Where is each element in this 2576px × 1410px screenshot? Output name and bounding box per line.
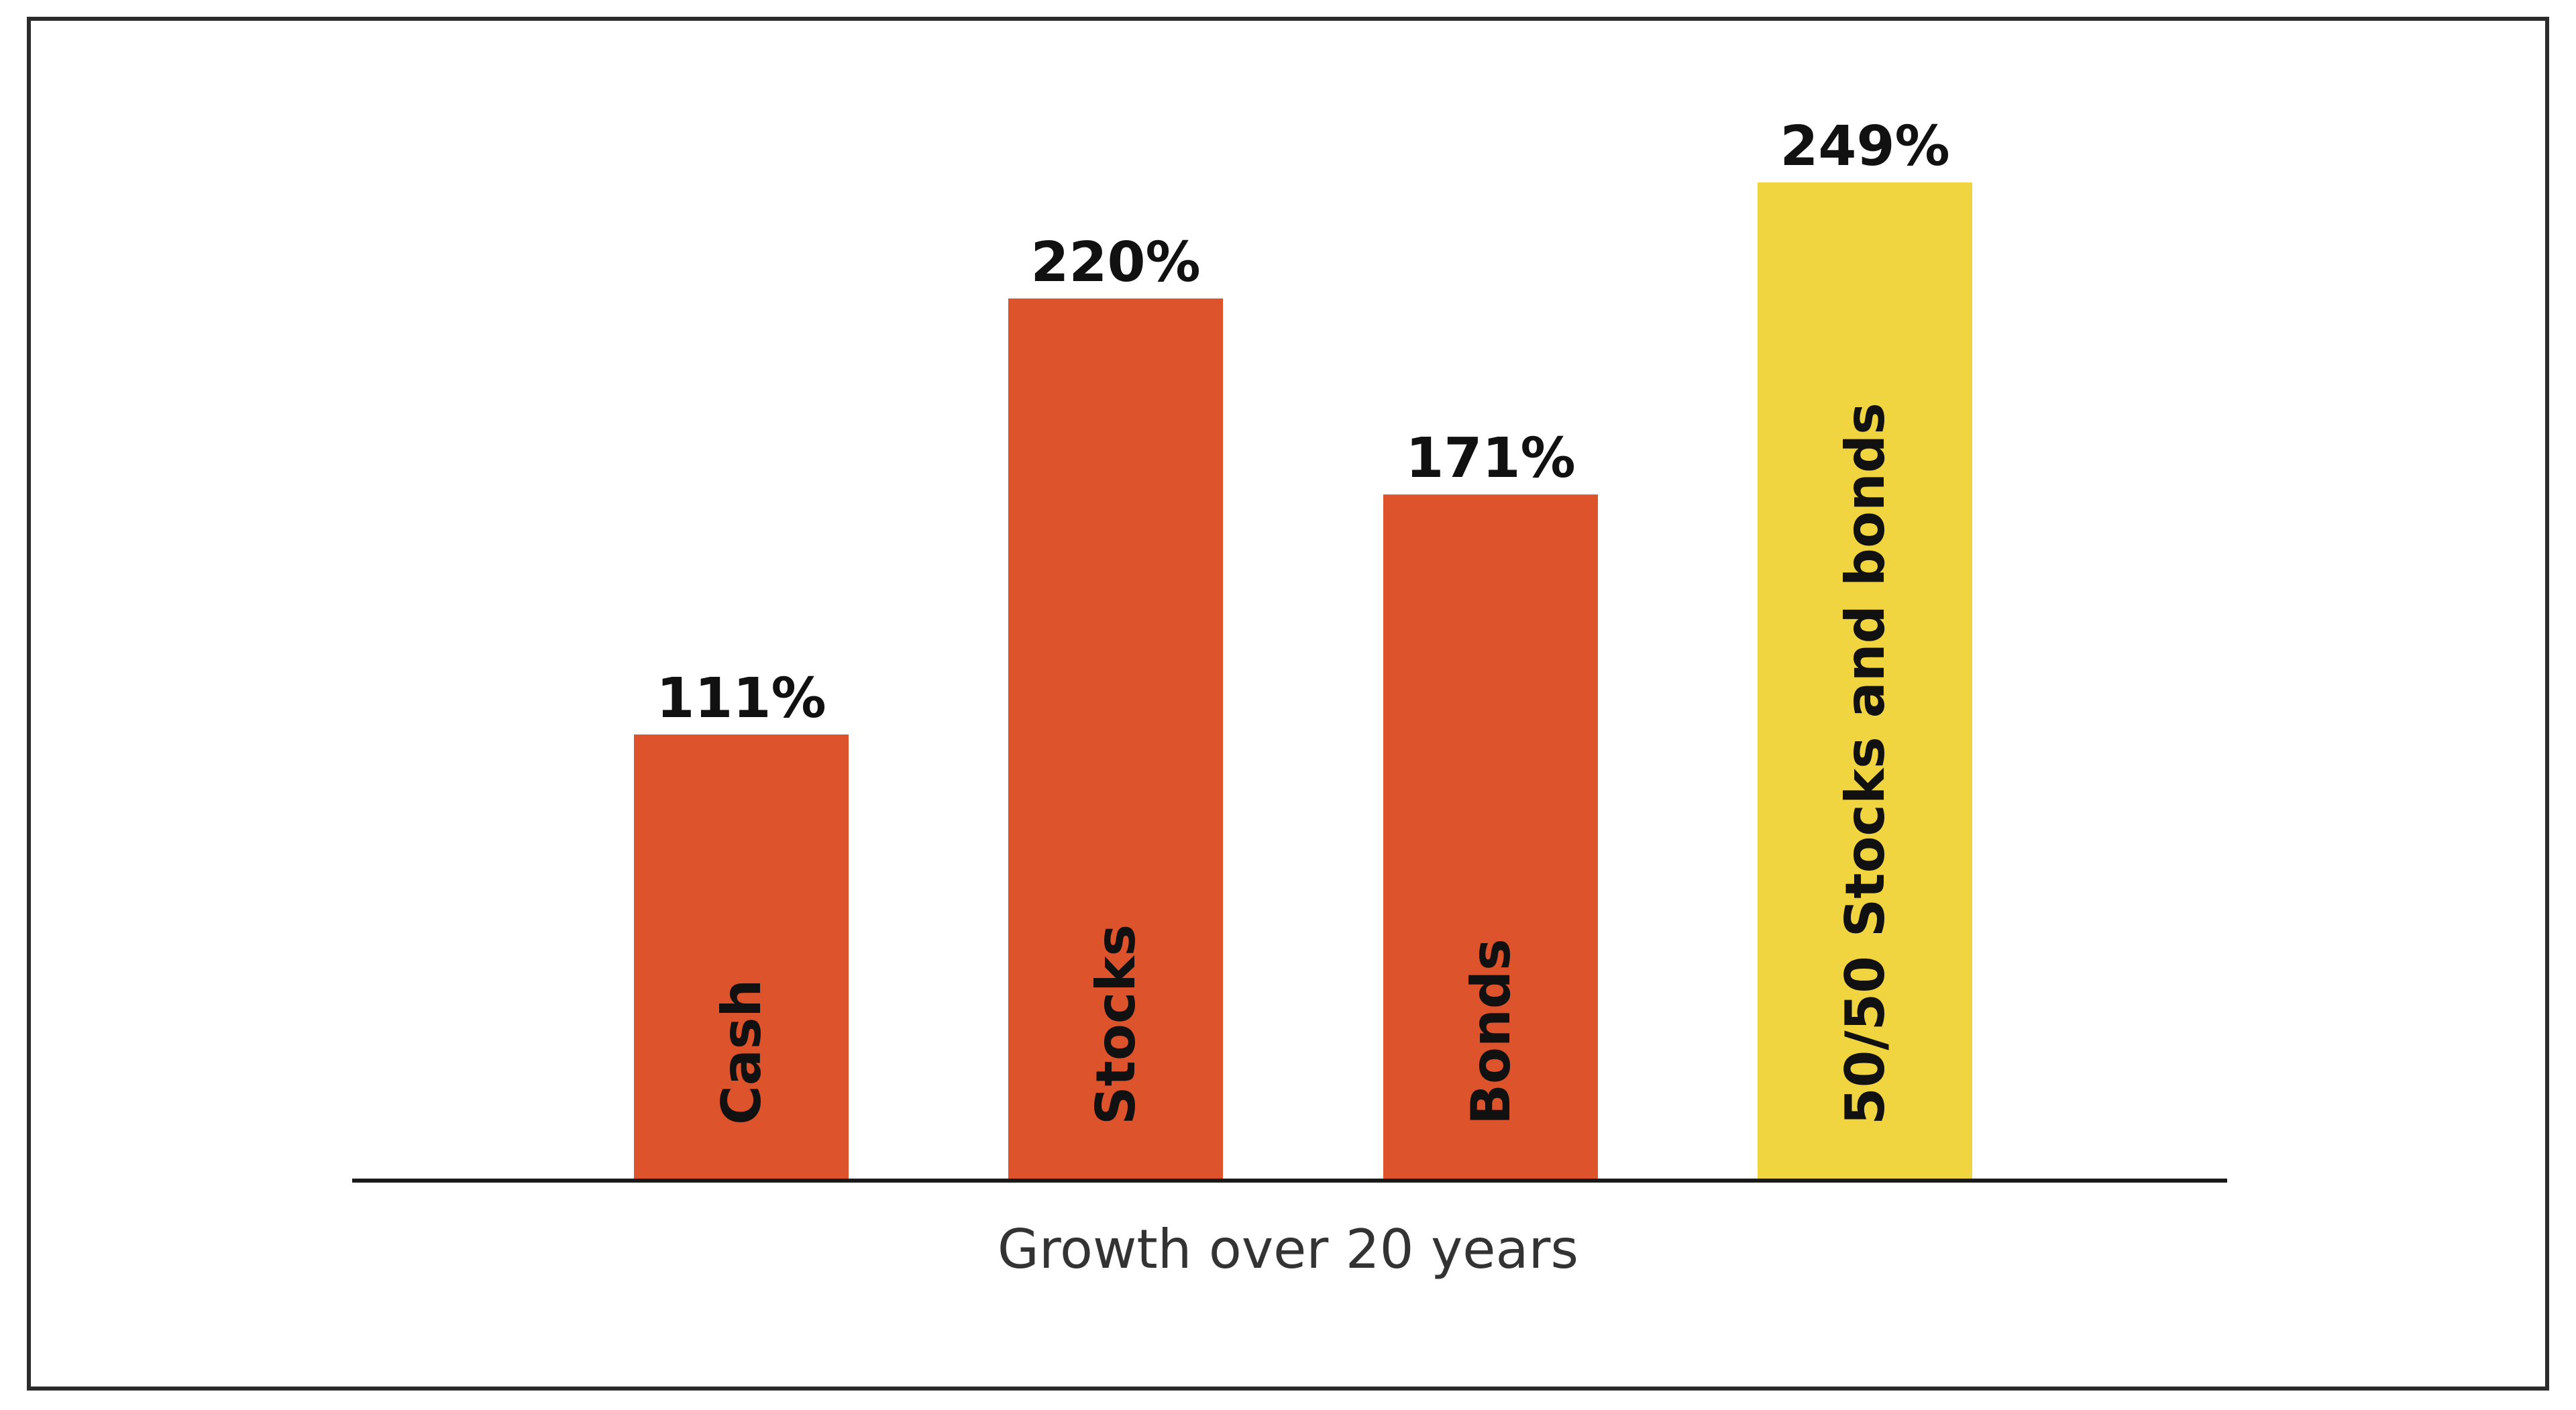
chart-frame (27, 17, 2549, 1391)
bar-50-50-stocks-and-bonds (1758, 182, 1972, 1179)
value-label-50-50-stocks-and-bonds: 249% (1780, 115, 1949, 178)
category-label-stocks: Stocks (1085, 924, 1147, 1125)
category-label-50-50-stocks-and-bonds: 50/50 Stocks and bonds (1834, 402, 1896, 1125)
category-label-cash: Cash (710, 979, 773, 1125)
bars-layer: 111% Cash 220% Stocks 171% Bonds 249% 50/50 Sto… (634, 115, 1972, 1179)
bar-stocks (1008, 298, 1223, 1179)
x-axis-label: Growth over 20 years (998, 1218, 1578, 1281)
bar-bonds (1383, 494, 1598, 1179)
value-label-bonds: 171% (1405, 427, 1575, 490)
value-label-cash: 111% (656, 667, 826, 730)
bar-cash (634, 735, 849, 1179)
category-label-bonds: Bonds (1460, 938, 1522, 1125)
value-label-stocks: 220% (1030, 231, 1200, 294)
